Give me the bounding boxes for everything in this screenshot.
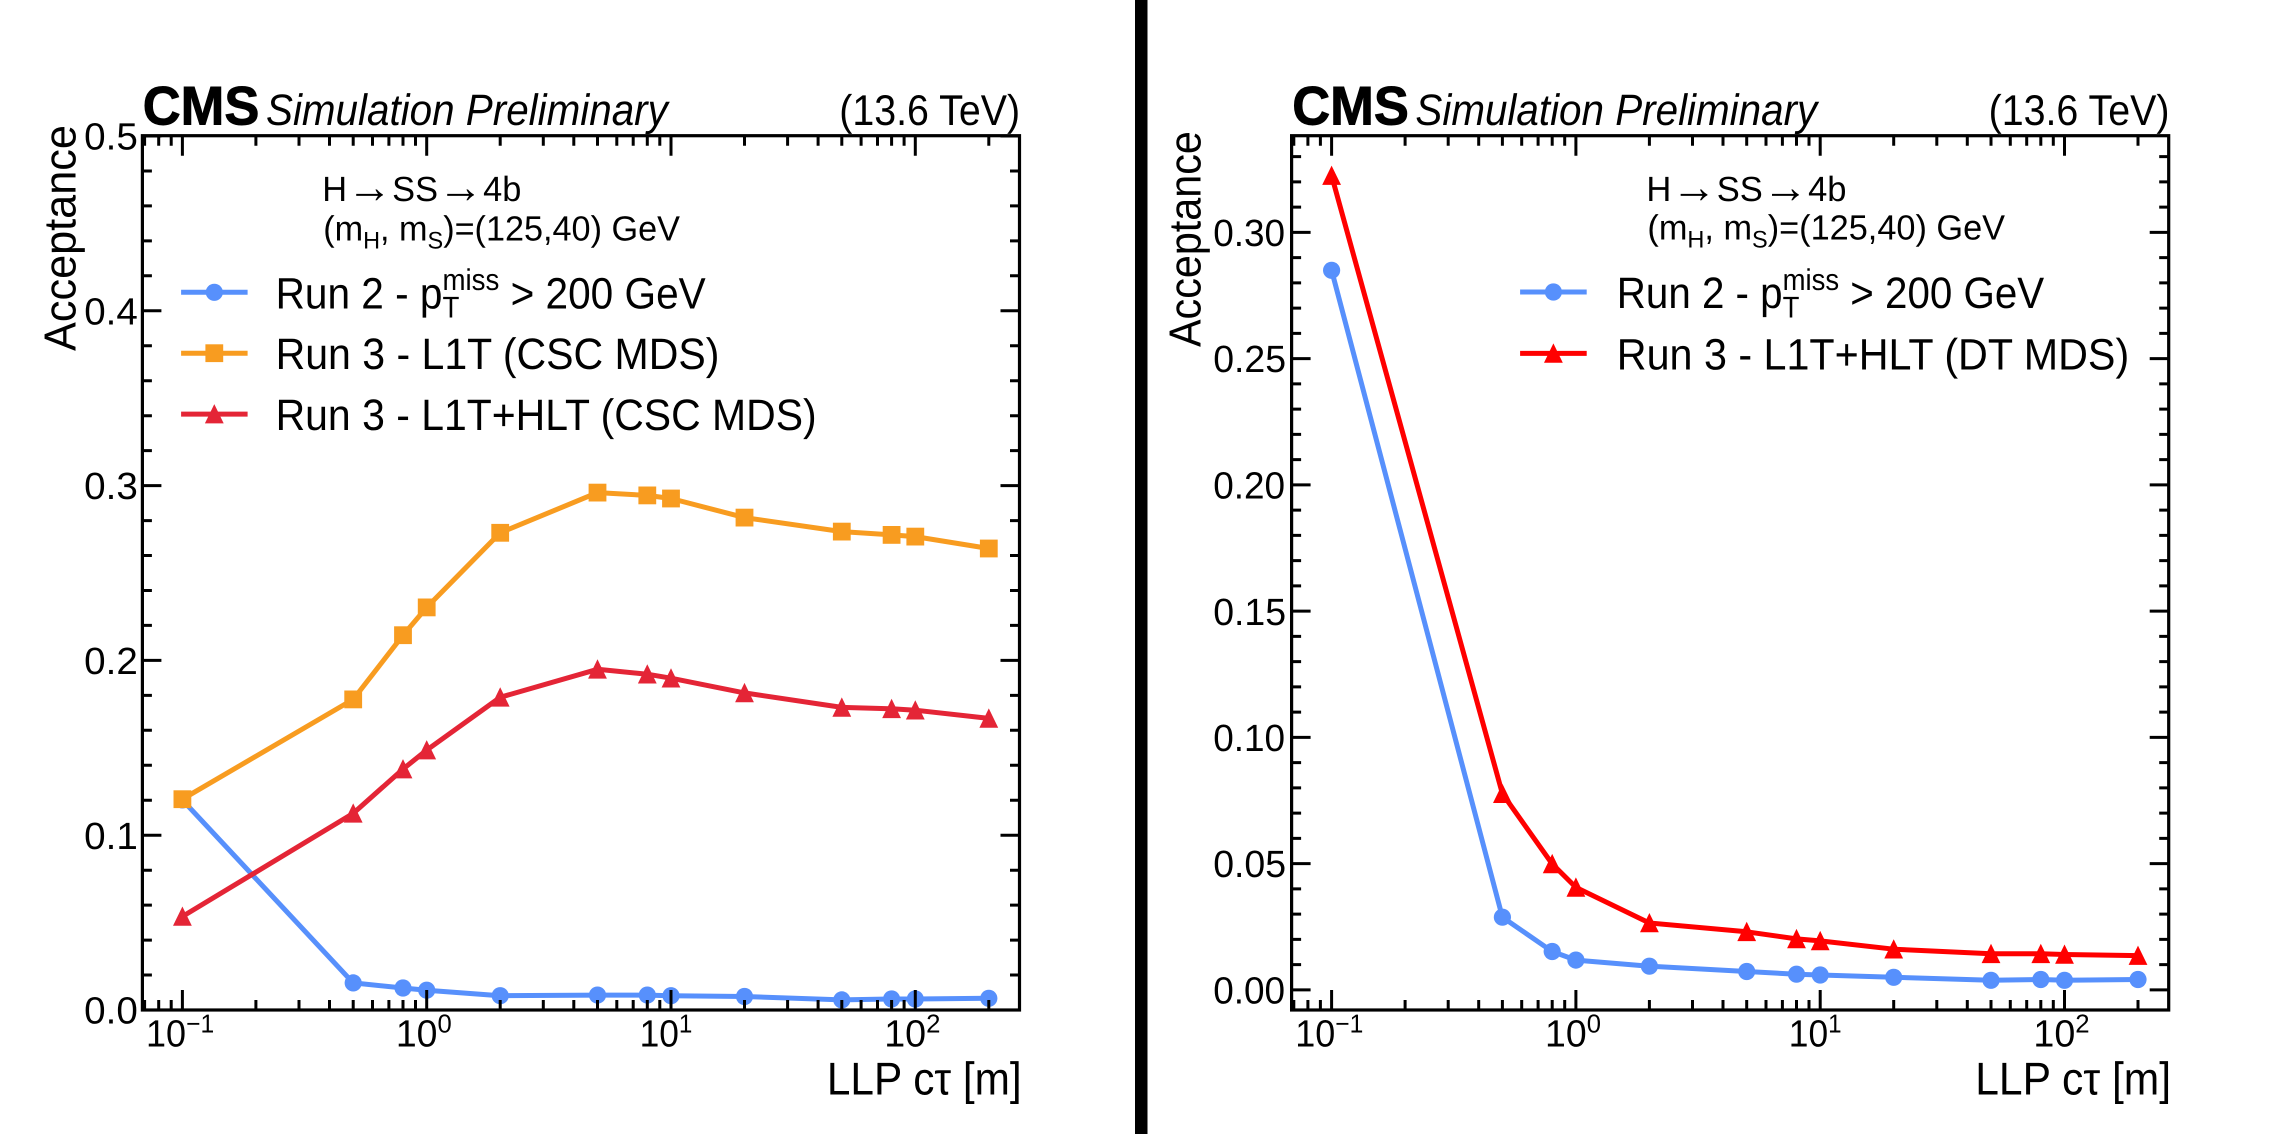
svg-text:H→SS→4b: H→SS→4b xyxy=(1646,161,1846,213)
svg-text:Run 3 - L1T+HLT (DT MDS): Run 3 - L1T+HLT (DT MDS) xyxy=(1617,330,2129,379)
svg-text:Simulation Preliminary: Simulation Preliminary xyxy=(266,86,671,135)
svg-text:0.3: 0.3 xyxy=(84,466,138,508)
svg-text:101: 101 xyxy=(1789,1009,1842,1056)
svg-text:LLP cτ [m]: LLP cτ [m] xyxy=(1975,1052,2171,1104)
svg-text:0.25: 0.25 xyxy=(1213,339,1286,381)
svg-text:Run 2 - pTmiss > 200 GeV: Run 2 - pTmiss > 200 GeV xyxy=(1617,264,2045,325)
svg-text:0.15: 0.15 xyxy=(1213,592,1286,634)
svg-text:101: 101 xyxy=(640,1009,693,1056)
svg-text:(13.6 TeV): (13.6 TeV) xyxy=(839,87,1020,135)
svg-text:(mH, mS)=(125,40) GeV: (mH, mS)=(125,40) GeV xyxy=(323,210,680,255)
svg-text:(mH, mS)=(125,40) GeV: (mH, mS)=(125,40) GeV xyxy=(1647,208,2005,253)
svg-text:0.2: 0.2 xyxy=(84,641,138,683)
svg-text:10−1: 10−1 xyxy=(146,1009,214,1056)
svg-text:LLP cτ [m]: LLP cτ [m] xyxy=(827,1052,1022,1104)
svg-text:0.1: 0.1 xyxy=(84,816,138,858)
svg-text:Run 3 - L1T+HLT (CSC MDS): Run 3 - L1T+HLT (CSC MDS) xyxy=(276,391,817,440)
svg-text:0.05: 0.05 xyxy=(1213,844,1286,886)
svg-text:0.20: 0.20 xyxy=(1213,466,1285,508)
svg-text:0.10: 0.10 xyxy=(1213,718,1285,760)
svg-text:CMS: CMS xyxy=(1292,75,1409,136)
svg-text:Acceptance: Acceptance xyxy=(1160,131,1211,347)
svg-text:(13.6 TeV): (13.6 TeV) xyxy=(1989,87,2170,135)
svg-text:CMS: CMS xyxy=(143,75,260,136)
svg-text:Acceptance: Acceptance xyxy=(35,125,86,351)
svg-text:Simulation Preliminary: Simulation Preliminary xyxy=(1415,86,1820,135)
svg-text:102: 102 xyxy=(884,1009,940,1056)
svg-text:0.30: 0.30 xyxy=(1213,213,1285,255)
svg-text:Run 3 - L1T (CSC MDS): Run 3 - L1T (CSC MDS) xyxy=(276,330,720,379)
svg-text:0.4: 0.4 xyxy=(84,291,138,333)
svg-text:H→SS→4b: H→SS→4b xyxy=(322,161,521,213)
svg-text:0.5: 0.5 xyxy=(84,117,138,159)
svg-text:0.00: 0.00 xyxy=(1213,971,1285,1013)
svg-text:0.0: 0.0 xyxy=(84,991,138,1033)
svg-text:102: 102 xyxy=(2033,1009,2089,1056)
